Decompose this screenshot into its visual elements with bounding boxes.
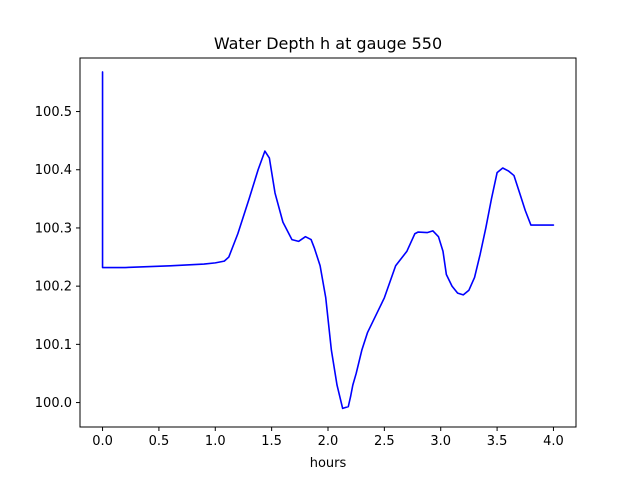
y-tick-label: 100.2	[35, 280, 72, 295]
y-axis: 100.0 100.1 100.2 100.3 100.4 100.5	[35, 105, 80, 411]
x-axis-label: hours	[310, 456, 347, 471]
x-tick-label: 0.5	[149, 434, 170, 449]
x-tick-label: 3.5	[487, 434, 508, 449]
x-tick-label: 1.5	[261, 434, 282, 449]
chart-title: Water Depth h at gauge 550	[214, 34, 442, 53]
y-tick-label: 100.4	[35, 163, 72, 178]
x-tick-label: 1.0	[205, 434, 226, 449]
x-axis: 0.0 0.5 1.0 1.5 2.0 2.5 3.0 3.5 4.0	[92, 427, 564, 449]
y-tick-label: 100.0	[35, 396, 72, 411]
x-tick-label: 4.0	[543, 434, 564, 449]
y-tick-label: 100.3	[35, 221, 72, 236]
series-line-0	[101, 71, 555, 410]
x-tick-label: 3.0	[430, 434, 451, 449]
x-tick-label: 0.0	[92, 434, 113, 449]
x-tick-label: 2.0	[318, 434, 339, 449]
y-tick-label: 100.5	[35, 105, 72, 120]
y-tick-label: 100.1	[35, 338, 72, 353]
x-tick-label: 2.5	[374, 434, 395, 449]
